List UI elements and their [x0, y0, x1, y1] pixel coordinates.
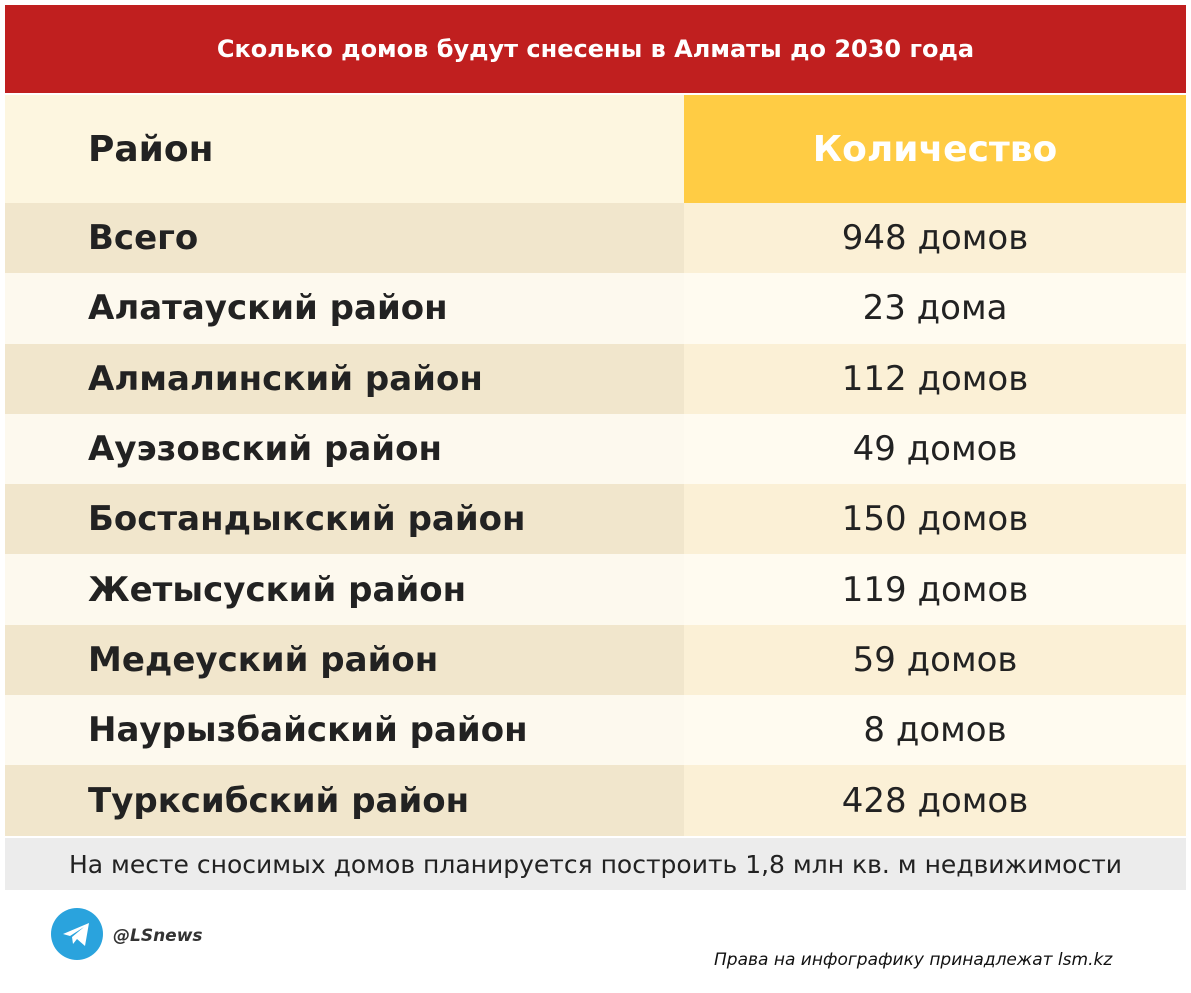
title: Сколько домов будут снесены в Алматы до …	[5, 5, 1186, 93]
table-row: Всего 948 домов	[5, 203, 1186, 274]
count-cell: 112 домов	[684, 343, 1186, 414]
table-row: Медеуский район 59 домов	[5, 624, 1186, 696]
table-row: Наурызбайский район 8 домов	[5, 695, 1186, 766]
district-cell: Алмалинский район	[5, 343, 684, 414]
column-header: Количество	[684, 95, 1186, 203]
district-cell: Наурызбайский район	[5, 695, 684, 766]
district-cell: Бостандыкский район	[5, 484, 684, 555]
district-cell: Ауэзовский район	[5, 413, 684, 485]
district-cell: Алатауский район	[5, 273, 684, 344]
count-cell: 948 домов	[684, 203, 1186, 274]
channel: @LSnews	[113, 926, 203, 946]
count-cell: 428 домов	[684, 765, 1186, 836]
district-cell: Жетысуский район	[5, 554, 684, 625]
count-cell: 23 дома	[684, 273, 1186, 344]
table-body: Всего 948 домов Алатауский район 23 дома Алм…	[5, 203, 1186, 836]
district-cell: Медеуский район	[5, 624, 684, 696]
table-row: Алатауский район 23 дома	[5, 273, 1186, 344]
table-row: Жетысуский район 119 домов	[5, 554, 1186, 625]
table-row: Ауэзовский район 49 домов	[5, 413, 1186, 485]
table-row: Алмалинский район 112 домов	[5, 343, 1186, 414]
count-cell: 8 домов	[684, 695, 1186, 766]
count-cell: 59 домов	[684, 624, 1186, 696]
district-cell: Турксибский район	[5, 765, 684, 836]
column-header: Район	[5, 95, 684, 203]
count-cell: 119 домов	[684, 554, 1186, 625]
header-row: Район Количество	[5, 95, 1186, 203]
note: На месте сносимых домов планируется пост…	[5, 838, 1186, 890]
count-cell: 49 домов	[684, 413, 1186, 485]
district-cell: Всего	[5, 203, 684, 274]
credit: Права на инфографику принадлежат lsm.kz	[714, 950, 1113, 970]
table-row: Бостандыкский район 150 домов	[5, 484, 1186, 555]
table: Район Количество Всего 948 домов Алатауски…	[5, 95, 1186, 836]
count-cell: 150 домов	[684, 484, 1186, 555]
telegram-icon	[51, 908, 103, 960]
table-row: Турксибский район 428 домов	[5, 765, 1186, 836]
